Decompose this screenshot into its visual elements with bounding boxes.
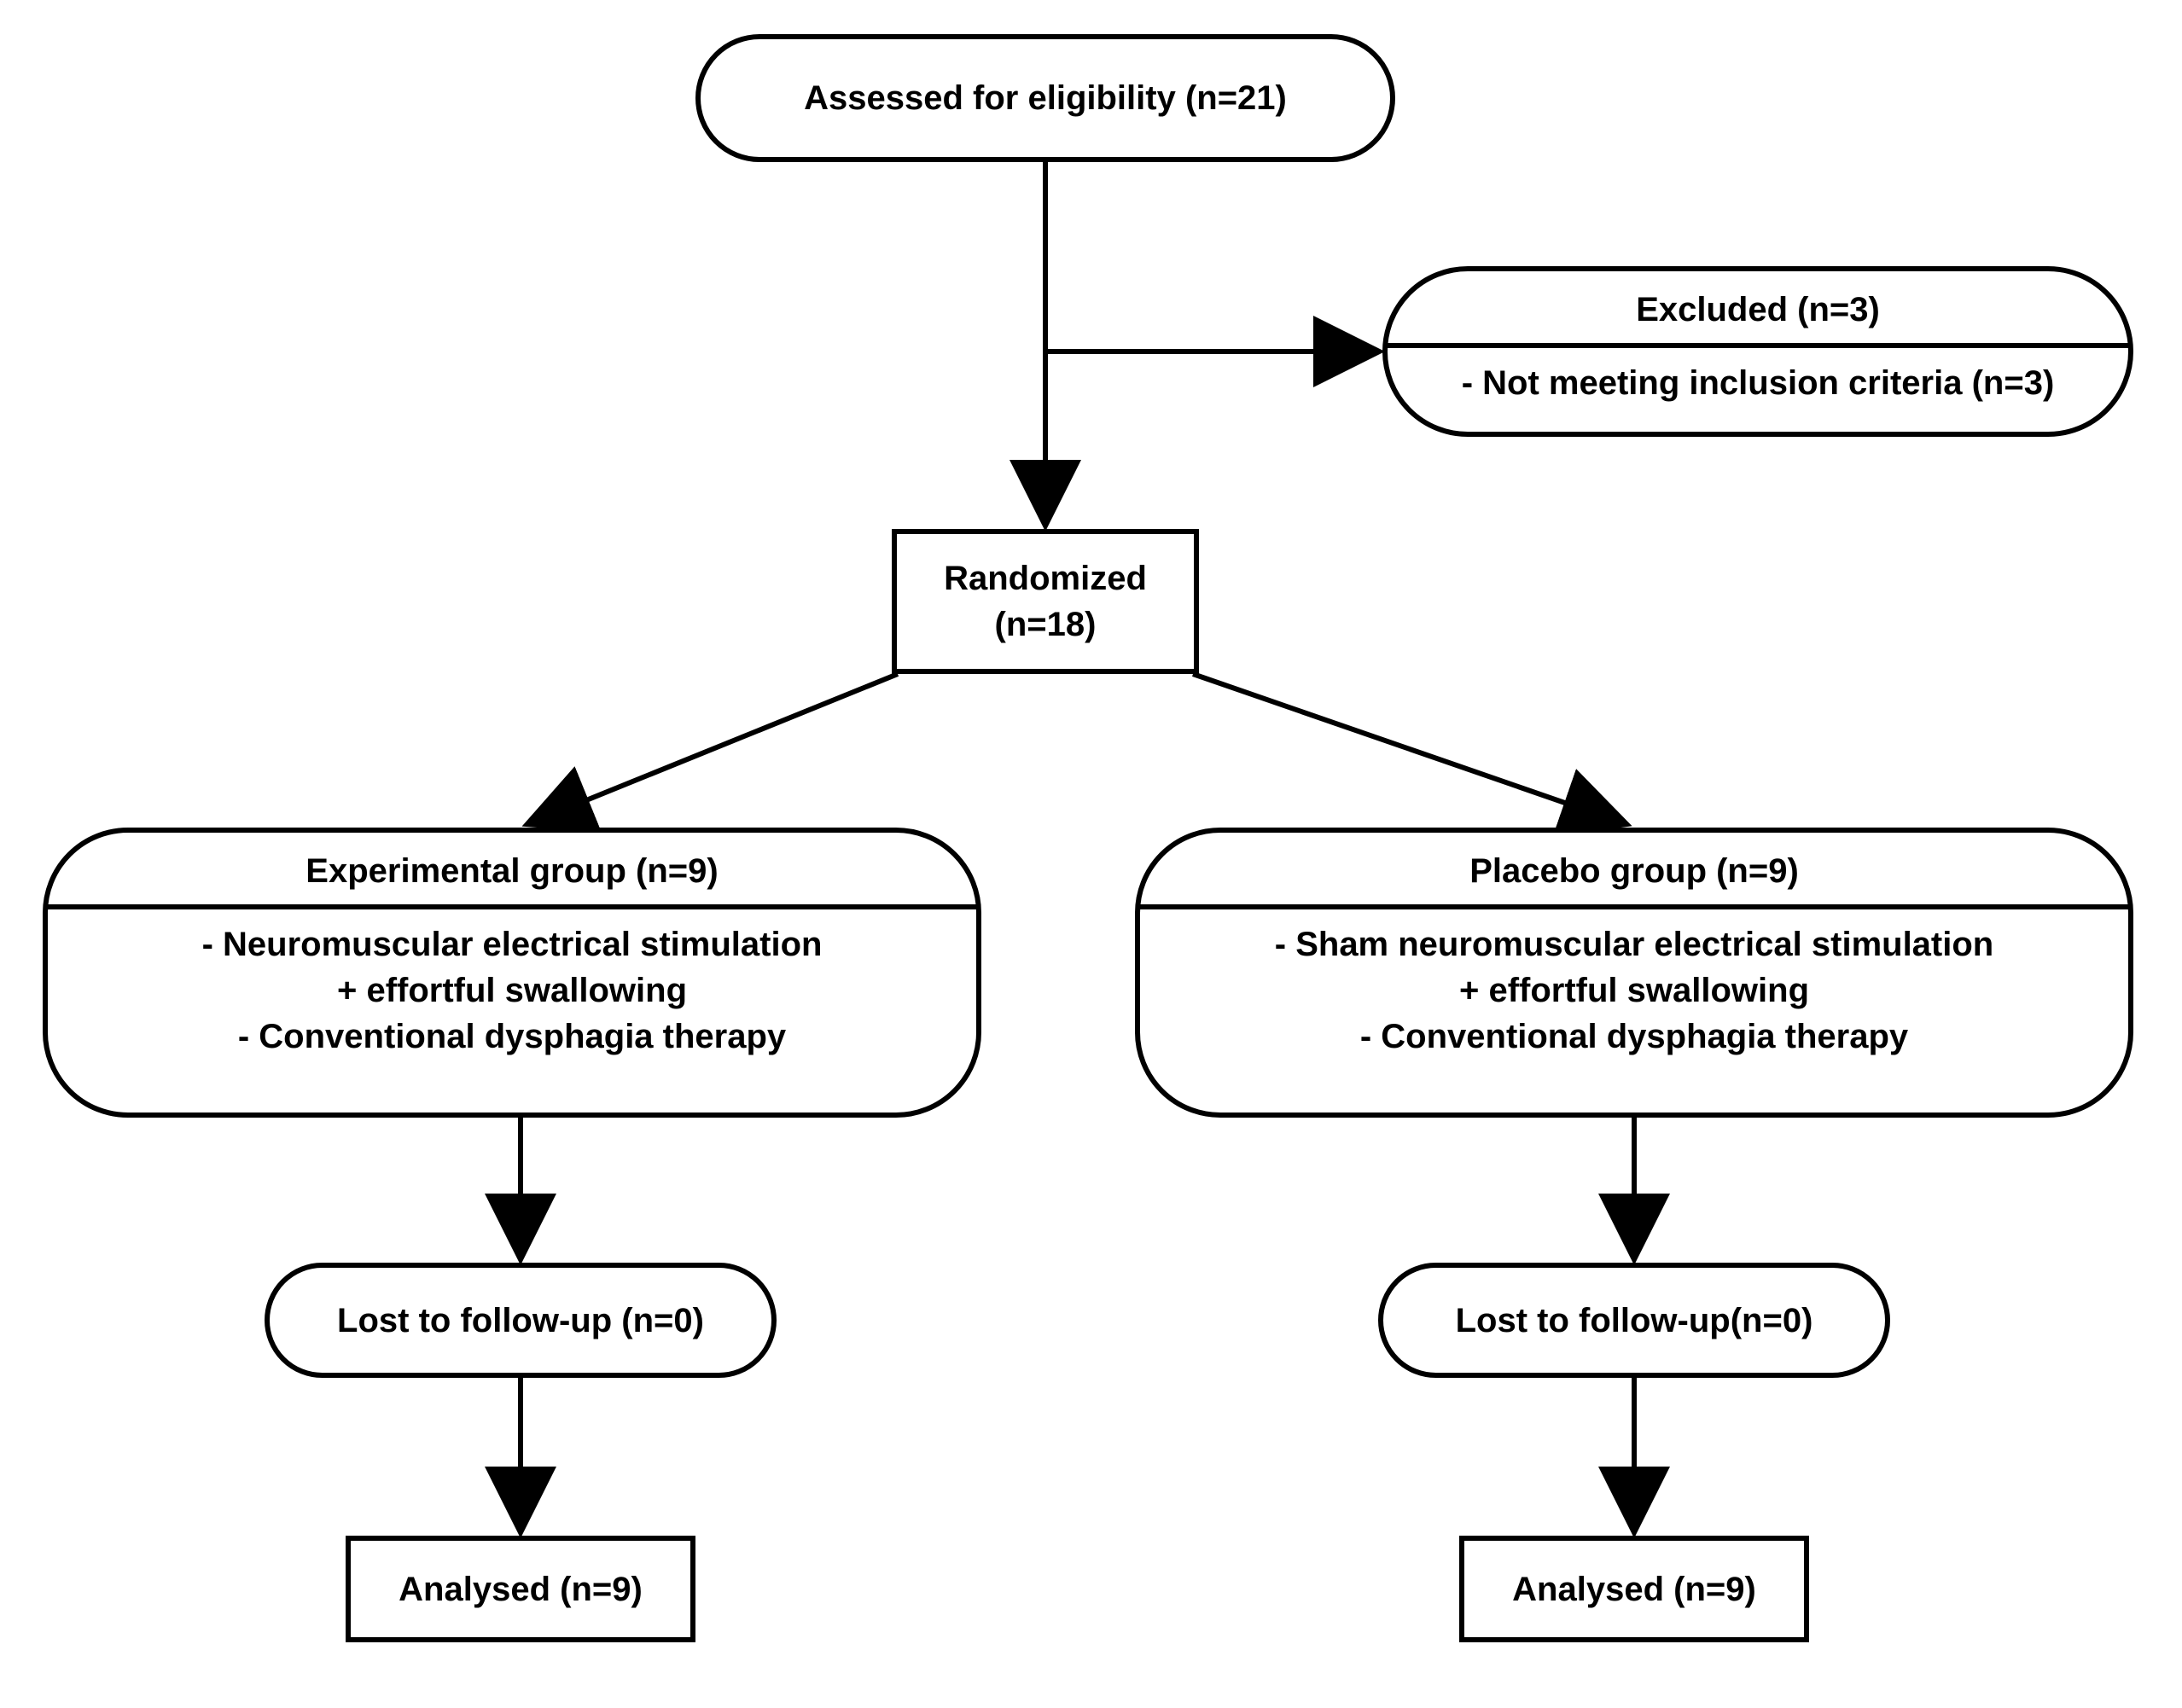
node-analysed-exp-label: Analysed (n=9) [399, 1566, 643, 1612]
node-excluded: Excluded (n=3) - Not meeting inclusion c… [1382, 266, 2133, 437]
edge-randomized-experimental [527, 674, 898, 824]
node-randomized-l2: (n=18) [995, 601, 1097, 648]
node-analysed-plc-label: Analysed (n=9) [1512, 1566, 1756, 1612]
node-lfu-plc-label: Lost to follow-up(n=0) [1456, 1298, 1813, 1344]
plc-body-l2: - Conventional dysphagia therapy [1174, 1014, 2094, 1060]
node-experimental-head: Experimental group (n=9) [48, 833, 976, 909]
node-placebo-head: Placebo group (n=9) [1140, 833, 2128, 909]
node-randomized: Randomized (n=18) [892, 529, 1199, 674]
edge-randomized-placebo [1193, 674, 1626, 824]
exp-body-l0: - Neuromuscular electrical stimulation [82, 921, 942, 967]
node-assessed-label: Assessed for eligibility (n=21) [804, 75, 1287, 121]
node-randomized-l1: Randomized [944, 555, 1147, 601]
node-placebo: Placebo group (n=9) - Sham neuromuscular… [1135, 828, 2133, 1118]
node-lfu-plc: Lost to follow-up(n=0) [1378, 1263, 1890, 1378]
node-lfu-exp: Lost to follow-up (n=0) [265, 1263, 777, 1378]
exp-body-l2: - Conventional dysphagia therapy [82, 1014, 942, 1060]
node-excluded-head: Excluded (n=3) [1388, 271, 2128, 348]
exp-body-l1: + effortful swallowing [82, 967, 942, 1014]
flowchart-canvas: Assessed for eligibility (n=21) Excluded… [34, 34, 2148, 1674]
node-assessed: Assessed for eligibility (n=21) [695, 34, 1395, 162]
node-experimental: Experimental group (n=9) - Neuromuscular… [43, 828, 981, 1118]
node-analysed-plc: Analysed (n=9) [1459, 1536, 1809, 1642]
plc-body-l1: + effortful swallowing [1174, 967, 2094, 1014]
plc-body-l0: - Sham neuromuscular electrical stimulat… [1174, 921, 2094, 967]
node-experimental-body: - Neuromuscular electrical stimulation +… [48, 909, 976, 1078]
node-analysed-exp: Analysed (n=9) [346, 1536, 695, 1642]
node-placebo-body: - Sham neuromuscular electrical stimulat… [1140, 909, 2128, 1078]
node-lfu-exp-label: Lost to follow-up (n=0) [337, 1298, 704, 1344]
node-excluded-body: - Not meeting inclusion criteria (n=3) [1388, 348, 2128, 425]
